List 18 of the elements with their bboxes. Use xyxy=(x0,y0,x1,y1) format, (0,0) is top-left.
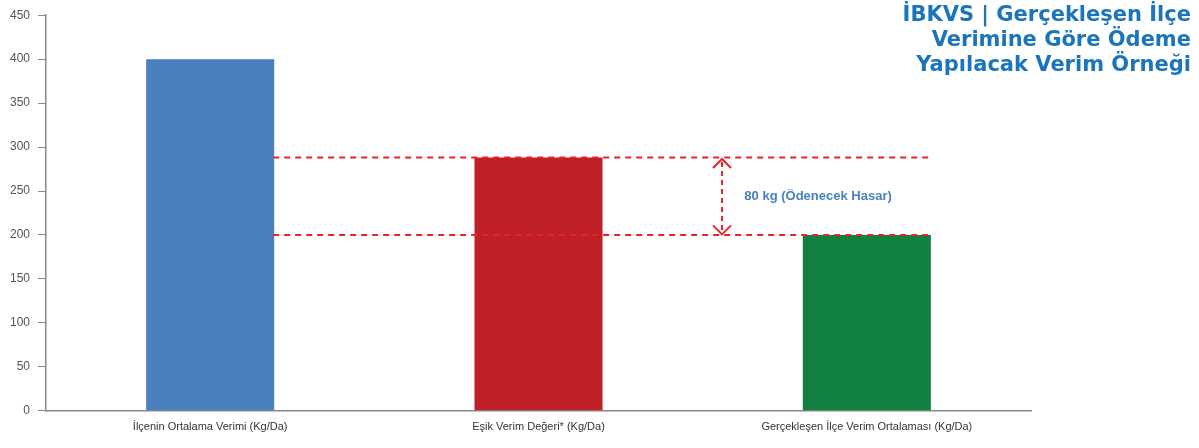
text: İBKVS | Gerçekleşen İlçe Verimine Göre Ödeme Yapılacak Verim Örneği xyxy=(901,2,1191,77)
x-tick-label: İlçenin Ortalama Verimi (Kg/Da) xyxy=(132,420,288,433)
x-tick-label: Eşik Verim Değeri* (Kg/Da) xyxy=(472,420,605,433)
y-tick-label: 350 xyxy=(9,95,31,110)
y-tick-label: 200 xyxy=(9,227,31,242)
bar xyxy=(802,234,931,411)
annotation: 80 kg (Ödenecek Hasar) xyxy=(744,187,892,203)
y-tick-label: 250 xyxy=(9,183,31,198)
y-tick-label: 100 xyxy=(9,315,31,330)
bar xyxy=(474,157,603,411)
y-tick-label: 300 xyxy=(9,139,31,154)
y-tick-label: 50 xyxy=(16,359,31,374)
y-tick-label: 450 xyxy=(9,7,31,22)
y-tick-label: 0 xyxy=(23,403,31,418)
x-tick-label: Gerçekleşen İlçe Verim Ortalaması (Kg/Da) xyxy=(761,420,973,433)
y-tick-label: 400 xyxy=(9,51,31,66)
y-tick-label: 150 xyxy=(9,271,31,286)
bar xyxy=(146,59,275,411)
